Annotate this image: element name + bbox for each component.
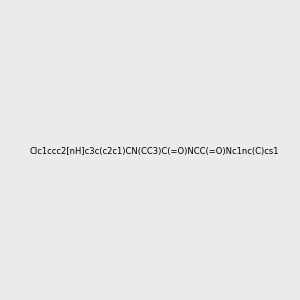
Text: Clc1ccc2[nH]c3c(c2c1)CN(CC3)C(=O)NCC(=O)Nc1nc(C)cs1: Clc1ccc2[nH]c3c(c2c1)CN(CC3)C(=O)NCC(=O)… <box>29 147 278 156</box>
